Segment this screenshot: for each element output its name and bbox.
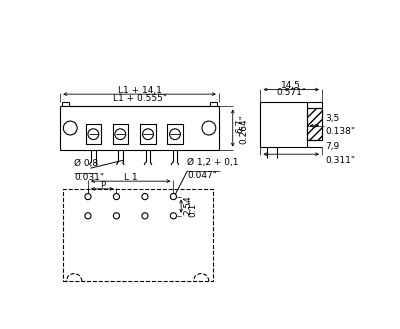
- Text: 7,9: 7,9: [325, 142, 339, 151]
- Text: 14,5: 14,5: [281, 81, 301, 90]
- Text: 0.1": 0.1": [188, 198, 197, 217]
- Text: P: P: [100, 181, 105, 190]
- Text: Ø 1,2 + 0,1: Ø 1,2 + 0,1: [187, 158, 239, 166]
- Text: L1 + 0.555": L1 + 0.555": [112, 93, 166, 103]
- Text: Ø 0,8: Ø 0,8: [74, 159, 98, 168]
- Text: 0.264": 0.264": [240, 115, 249, 144]
- Text: 0.047": 0.047": [187, 171, 217, 180]
- Text: 0.031": 0.031": [74, 173, 104, 182]
- Bar: [167, 124, 183, 144]
- Text: L1 + 14,1: L1 + 14,1: [118, 86, 162, 95]
- Text: 2,54: 2,54: [184, 195, 192, 215]
- Bar: [62, 189, 213, 281]
- Bar: [86, 124, 101, 144]
- Bar: [113, 124, 128, 144]
- Text: 3,5: 3,5: [325, 114, 339, 123]
- Text: 0.138": 0.138": [325, 127, 355, 136]
- Text: 0.311": 0.311": [325, 156, 355, 165]
- Bar: [307, 108, 322, 140]
- Text: 6,7: 6,7: [235, 118, 244, 133]
- Text: 0.571": 0.571": [276, 88, 306, 97]
- Text: L 1: L 1: [124, 173, 138, 182]
- Bar: [140, 124, 156, 144]
